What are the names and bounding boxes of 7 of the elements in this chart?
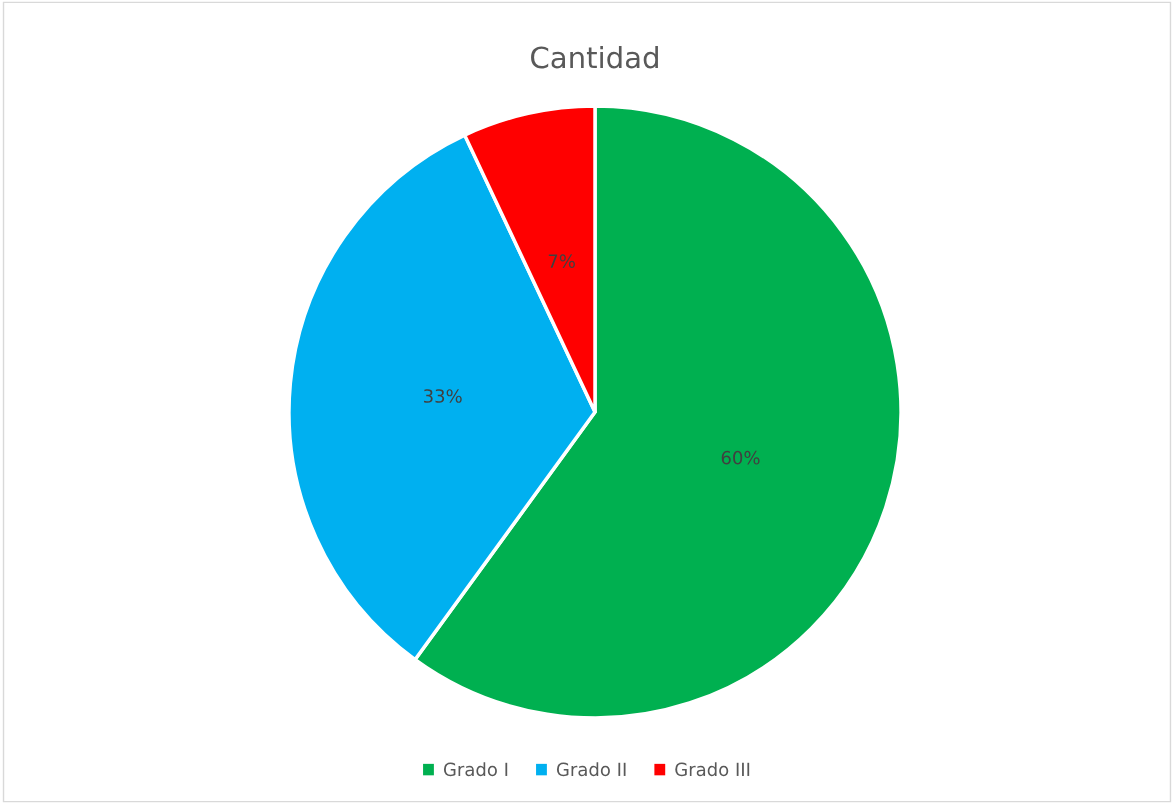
legend-label: Grado I [443, 762, 508, 777]
data-label: 60% [721, 450, 760, 465]
data-label: 7% [548, 254, 575, 268]
chart-title: Cantidad [531, 45, 658, 69]
legend-label: Grado II [556, 762, 626, 777]
data-label: 33% [423, 389, 462, 403]
legend-label: Grado III [675, 762, 750, 777]
